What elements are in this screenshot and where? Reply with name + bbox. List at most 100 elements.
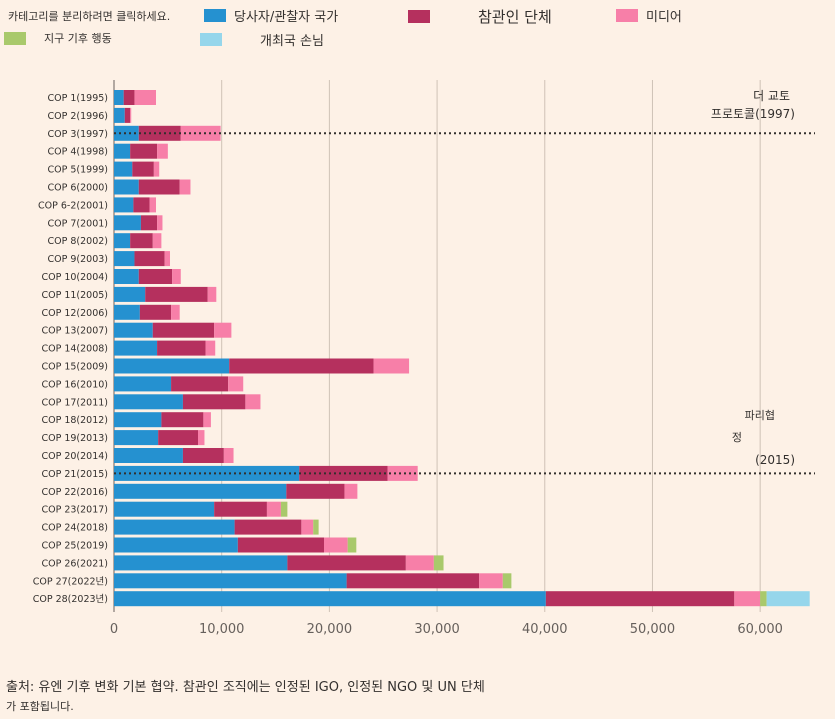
bar-segment-party <box>114 269 139 284</box>
bar-segment-media <box>164 251 170 267</box>
bar-segment-ngo <box>286 483 345 499</box>
legend-item-climate[interactable]: 지구 기후 행동 <box>4 30 112 46</box>
x-tick-label: 10,000 <box>199 622 245 637</box>
category-label: COP 15(2009) <box>41 362 108 373</box>
legend-item-host[interactable]: 개최국 손님 <box>200 30 324 49</box>
category-label: COP 5(1999) <box>48 165 109 176</box>
bar-segment-ngo <box>545 591 735 607</box>
category-label: COP 8(2002) <box>48 236 109 247</box>
category-label: COP 22(2016) <box>41 487 108 498</box>
bar-segment-party <box>114 483 287 499</box>
legend-swatch-ngo <box>408 10 430 23</box>
bar-segment-media <box>344 483 358 499</box>
category-label: COP 14(2008) <box>41 344 108 355</box>
legend-item-ngo[interactable]: 참관인 단체 <box>408 6 552 27</box>
category-label: COP 16(2010) <box>41 379 108 390</box>
category-label: COP 7(2001) <box>48 218 109 229</box>
bar-segment-ngo <box>124 107 131 123</box>
bar-segment-ngo <box>299 465 388 481</box>
bar-segment-party <box>114 197 134 213</box>
bar-segment-ngo <box>182 394 246 410</box>
legend-label-host: 개최국 손님 <box>260 34 324 49</box>
bar-segment-ngo <box>123 90 135 105</box>
annotation-paris-line1: 파리협 <box>745 409 775 422</box>
bar-segment-party <box>114 90 124 105</box>
bar-segment-ngo <box>229 358 374 374</box>
bar-segment-party <box>114 107 125 123</box>
bar-segment-media <box>228 376 244 392</box>
bar-segment-party <box>114 215 141 231</box>
category-label: COP 18(2012) <box>41 415 108 426</box>
annotation-paris-line3: (2015) <box>755 453 795 467</box>
bar-segment-party <box>114 394 183 410</box>
category-label: COP 10(2004) <box>41 272 108 283</box>
category-label: COP 23(2017) <box>41 505 108 516</box>
bar-segment-party <box>114 286 146 302</box>
bar-segment-media <box>214 322 232 338</box>
bar-segment-party <box>114 358 230 374</box>
bar-segment-media <box>207 286 217 302</box>
category-label: COP 1(1995) <box>48 93 109 104</box>
bar-segment-climate <box>502 573 512 589</box>
legend-item-party[interactable]: 당사자/관찰자 국가 <box>204 6 338 25</box>
bar-segment-party <box>114 537 238 553</box>
bar-segment-ngo <box>130 143 158 159</box>
bar-segment-media <box>245 394 261 410</box>
source-note-2: 가 포함됩니다. <box>6 700 74 713</box>
category-label: COP 20(2014) <box>41 451 108 462</box>
category-label: COP 21(2015) <box>41 469 108 480</box>
bar-segment-ngo <box>158 430 198 446</box>
bar-segment-media <box>172 269 181 284</box>
bar-segment-media <box>203 412 211 428</box>
bar-segment-ngo <box>346 573 480 589</box>
bar-segment-party <box>114 376 172 392</box>
category-label: COP 13(2007) <box>41 326 108 337</box>
bar-segment-climate <box>760 591 767 607</box>
bar-segment-party <box>114 501 215 517</box>
category-label: COP 24(2018) <box>41 523 108 534</box>
bar-segment-media <box>134 90 156 105</box>
legend-swatch-climate <box>4 31 26 45</box>
bar-segment-ngo <box>182 448 224 463</box>
bar-segment-party <box>114 430 159 446</box>
bar-segment-media <box>479 573 503 589</box>
bar-segment-media <box>405 555 434 571</box>
bar-segment-media <box>387 465 418 481</box>
bar-segment-ngo <box>234 519 302 535</box>
legend-item-media[interactable]: 미디어 <box>616 6 682 25</box>
stacked-bar-chart: 0 10,000 20,000 30,000 40,000 50,000 60,000 COP… <box>33 80 815 637</box>
annotation-kyoto-line2: 프로토콜(1997) <box>711 107 795 121</box>
bar-segment-climate <box>347 537 357 553</box>
bar-segment-ngo <box>134 251 165 267</box>
bar-segment-media <box>324 537 348 553</box>
bar-segment-ngo <box>138 179 180 195</box>
category-label: COP 28(2023년) <box>33 594 108 605</box>
category-label: COP 25(2019) <box>41 541 108 552</box>
category-label: COP 6-2(2001) <box>38 200 108 211</box>
bar-segment-ngo <box>133 197 150 213</box>
bar-segment-media <box>205 340 216 356</box>
bar-segment-media <box>266 501 281 517</box>
bar-segment-party <box>114 179 139 195</box>
bar-segment-party <box>114 412 162 428</box>
bar-segment-media <box>149 197 156 213</box>
bar-segment-media <box>157 143 168 159</box>
bar-segment-media <box>171 304 180 320</box>
bar-segment-party <box>114 233 131 249</box>
x-tick-label: 0 <box>110 622 118 637</box>
bar-segment-party <box>114 465 300 481</box>
bar-segment-media <box>152 233 162 249</box>
bar-segment-party <box>114 125 139 141</box>
category-label: COP 12(2006) <box>41 308 108 319</box>
bar-segment-ngo <box>287 555 406 571</box>
bar-segment-ngo <box>139 304 172 320</box>
bar-segment-media <box>157 215 163 231</box>
bar-segment-media <box>301 519 314 535</box>
category-label: COP 4(1998) <box>48 147 109 158</box>
bar-segment-party <box>114 161 133 177</box>
bar-segment-ngo <box>130 233 153 249</box>
bar-segment-host <box>766 591 810 607</box>
bar-segment-media <box>153 161 160 177</box>
legend-label-media: 미디어 <box>646 10 682 25</box>
bar-segment-party <box>114 519 235 535</box>
